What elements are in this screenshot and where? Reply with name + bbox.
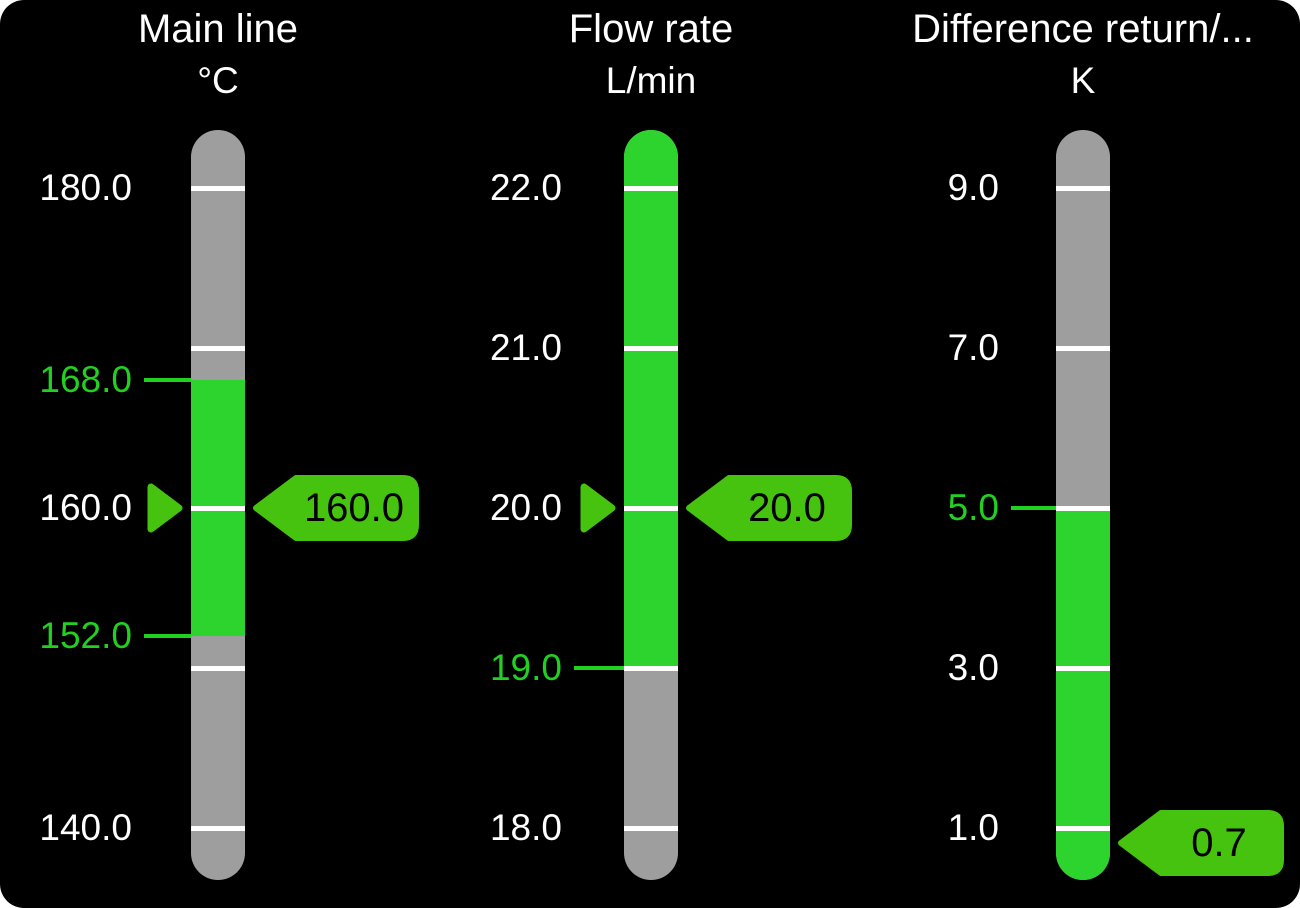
- value-tag: 160.0: [252, 472, 420, 544]
- scale-tick: [624, 505, 678, 511]
- gauge-bar: [1056, 130, 1110, 880]
- scale-label: 180.0: [39, 167, 132, 208]
- value-tag: 0.7: [1117, 807, 1285, 879]
- gauge-title: Flow rate: [568, 7, 734, 51]
- gauge-unit: °C: [197, 60, 239, 101]
- threshold-leader-line: [1011, 506, 1056, 510]
- scale-label: 20.0: [489, 487, 562, 528]
- gauge-normal-range: [1056, 508, 1110, 880]
- value-tag-label: 160.0: [303, 486, 405, 530]
- value-tag-label: 20.0: [748, 486, 826, 530]
- threshold-leader-line: [574, 666, 624, 670]
- scale-label: 3.0: [947, 647, 999, 688]
- scale-tick: [624, 825, 678, 831]
- scale-tick: [191, 505, 245, 511]
- scale-tick: [191, 825, 245, 831]
- scale-tick: [624, 665, 678, 671]
- scale-tick: [1056, 665, 1110, 671]
- scale-tick: [1056, 345, 1110, 351]
- scale-label: 5.0: [947, 487, 999, 528]
- gauge-bar: [191, 130, 245, 880]
- scale-tick: [624, 345, 678, 351]
- scale-label: 152.0: [39, 615, 132, 656]
- threshold-leader-line: [144, 378, 191, 382]
- gauge-title: Main line: [137, 7, 299, 51]
- gauge-normal-range: [624, 130, 678, 668]
- scale-tick: [624, 185, 678, 191]
- value-pointer-icon: [580, 482, 616, 539]
- gauge-bar: [624, 130, 678, 880]
- scale-label: 9.0: [947, 167, 999, 208]
- value-tag-label: 0.7: [1191, 821, 1247, 865]
- scale-label: 22.0: [489, 167, 562, 208]
- scale-label: 168.0: [39, 359, 132, 400]
- scale-tick: [191, 185, 245, 191]
- threshold-leader-line: [144, 634, 191, 638]
- gauge-unit: K: [1070, 60, 1096, 101]
- scale-tick: [1056, 825, 1110, 831]
- scale-label: 21.0: [489, 327, 562, 368]
- scale-tick: [191, 665, 245, 671]
- scale-label: 1.0: [947, 807, 999, 848]
- scale-label: 18.0: [489, 807, 562, 848]
- gauge-title: Difference return/...: [912, 7, 1254, 51]
- scale-label: 7.0: [947, 327, 999, 368]
- value-pointer-icon: [147, 482, 183, 539]
- scale-label: 140.0: [39, 807, 132, 848]
- scale-tick: [191, 345, 245, 351]
- scale-label: 160.0: [39, 487, 132, 528]
- value-tag: 20.0: [685, 472, 853, 544]
- scale-tick: [1056, 185, 1110, 191]
- scale-label: 19.0: [489, 647, 562, 688]
- scale-tick: [1056, 505, 1110, 511]
- gauge-unit: L/min: [605, 60, 697, 101]
